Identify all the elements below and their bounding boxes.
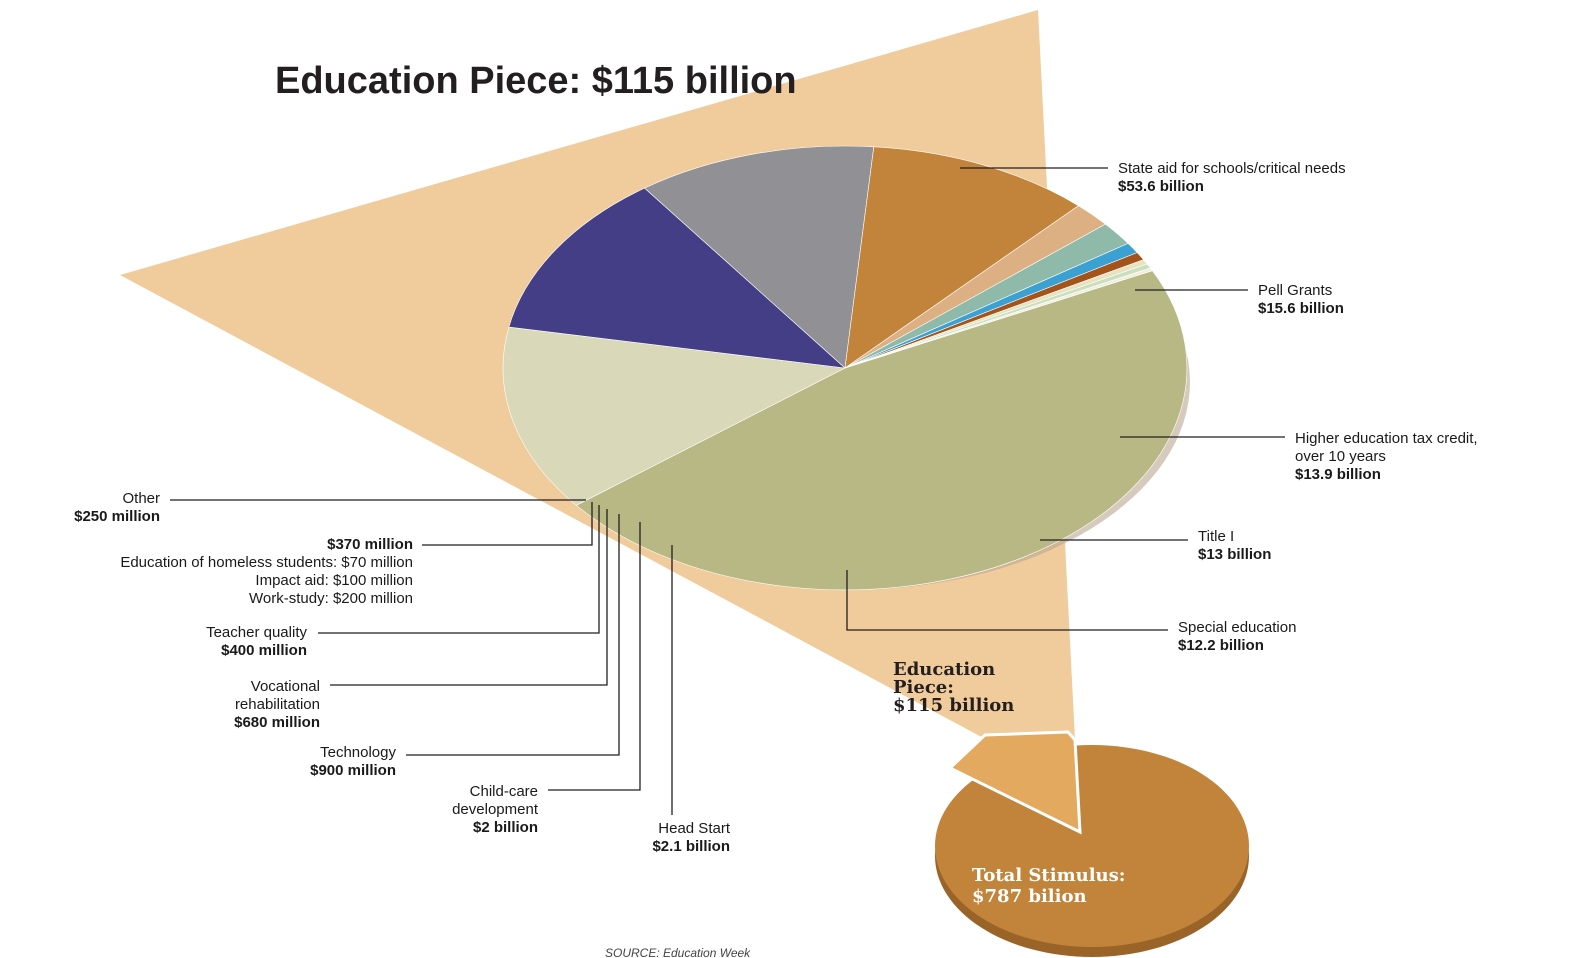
slice-sub-item: Work-study: $200 million — [249, 590, 413, 607]
slice-value: $680 million — [234, 714, 320, 731]
slice-value: $53.6 billion — [1118, 178, 1204, 195]
slice-sub-item: Education of homeless students: $70 mill… — [120, 554, 413, 571]
leader-line — [422, 502, 593, 546]
slice-value: $12.2 billion — [1178, 637, 1264, 654]
slice-name: development — [452, 801, 539, 818]
slice-name: Child-care — [470, 783, 538, 800]
slice-name: State aid for schools/critical needs — [1118, 160, 1346, 177]
slice-name: Other — [122, 490, 160, 507]
slice-pell-grants — [502, 326, 847, 506]
slice-name: rehabilitation — [235, 696, 320, 713]
slice-value: $2 billion — [473, 819, 538, 836]
slice-value: $370 million — [327, 536, 413, 553]
label-technology: Technology$900 million — [310, 514, 620, 779]
slice-name: Head Start — [658, 820, 731, 837]
slice-value: $900 million — [310, 762, 396, 779]
slice-value: $13 billion — [1198, 546, 1271, 563]
slice-name: Pell Grants — [1258, 282, 1332, 299]
leader-line — [548, 522, 641, 791]
total-stimulus-pie: Total Stimulus: $787 bilion Education Pi… — [893, 659, 1249, 957]
slice-value: $2.1 billion — [652, 838, 730, 855]
slice-name: Special education — [1178, 619, 1296, 636]
slice-higher-education-tax-credit-over-10-years — [508, 187, 846, 369]
label-other: Other$250 million — [74, 490, 586, 525]
source-note: SOURCE: Education Week — [605, 946, 751, 958]
slice-sub-item: Impact aid: $100 million — [255, 572, 413, 589]
chart-title: Education Piece: $115 billion — [275, 60, 797, 102]
slice-name: Higher education tax credit, — [1295, 430, 1478, 447]
slice-name: Teacher quality — [206, 624, 307, 641]
inset-label-line-1: Education — [893, 659, 995, 680]
slice-special-education — [844, 146, 1079, 369]
slice-state-aid-for-schools-critical-needs — [575, 270, 1188, 591]
leader-line — [330, 509, 608, 686]
inset-label-line-3: $115 billion — [893, 695, 1014, 716]
slice-value: $400 million — [221, 642, 307, 659]
slice-title-i — [644, 145, 875, 369]
slice-name: Vocational — [251, 678, 320, 695]
label-special-education: Special education$12.2 billion — [846, 570, 1296, 654]
slice-labels: State aid for schools/critical needs$53.… — [74, 160, 1477, 855]
leader-line — [846, 570, 1168, 631]
slice-name: Title I — [1198, 528, 1234, 545]
label-higher-education-tax-credit-over-10-years: Higher education tax credit,over 10 year… — [1120, 430, 1478, 483]
education-pie — [502, 145, 1190, 591]
label-state-aid-for-schools-critical-needs: State aid for schools/critical needs$53.… — [960, 160, 1346, 195]
slice-name: Technology — [320, 744, 396, 761]
label-title-i: Title I$13 billion — [1040, 528, 1271, 563]
total-stimulus-value: $787 bilion — [972, 886, 1087, 907]
total-stimulus-label: Total Stimulus: — [972, 865, 1125, 886]
slice-name: over 10 years — [1295, 448, 1386, 465]
slice-value: $250 million — [74, 508, 160, 525]
inset-label-line-2: Piece: — [893, 677, 954, 698]
label-pell-grants: Pell Grants$15.6 billion — [1135, 282, 1344, 317]
leader-line — [318, 505, 600, 634]
slice-other — [844, 267, 1153, 369]
label-head-start: Head Start$2.1 billion — [652, 545, 731, 855]
slice-value: $13.9 billion — [1295, 466, 1381, 483]
label-teacher-quality: Teacher quality$400 million — [206, 505, 600, 659]
education-piece-wedge — [947, 730, 1082, 835]
slice-value: $15.6 billion — [1258, 300, 1344, 317]
leader-line — [406, 514, 620, 756]
